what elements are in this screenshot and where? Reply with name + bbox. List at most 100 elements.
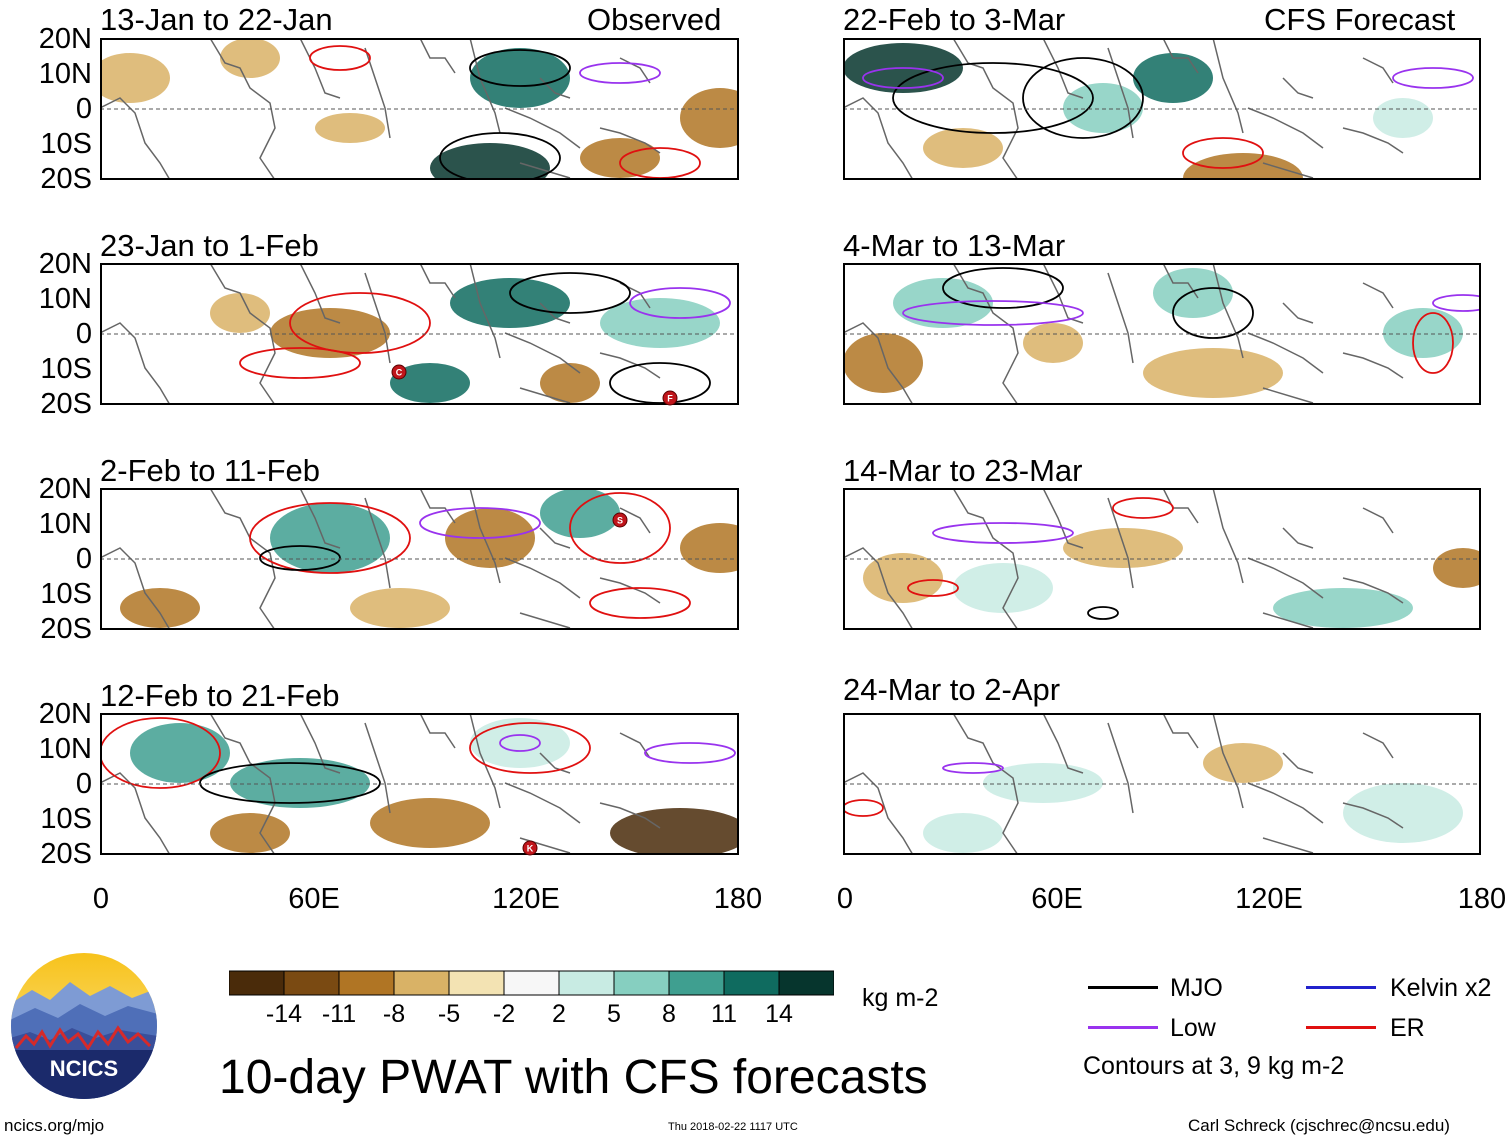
wave-contour xyxy=(579,62,661,84)
coastline-segment xyxy=(1212,713,1244,809)
wave-contour xyxy=(469,722,591,774)
pwat-map-panel xyxy=(843,263,1481,405)
coastline-segment xyxy=(1362,57,1394,84)
wave-contour xyxy=(419,507,541,539)
pwat-anomaly-area xyxy=(120,588,200,628)
coastline-segment xyxy=(843,322,914,405)
legend-label: Low xyxy=(1170,1014,1216,1042)
storm-letter: K xyxy=(527,844,534,854)
coastline-segment xyxy=(209,488,276,630)
wave-contour xyxy=(439,132,561,180)
coastline-segment xyxy=(1262,387,1314,404)
wave-contour xyxy=(239,347,361,379)
lat-label: 20N xyxy=(38,698,92,730)
colorbar-tick: 5 xyxy=(607,1000,621,1028)
colorbar-bin xyxy=(393,970,450,996)
contour-note: Contours at 3, 9 kg m-2 xyxy=(1083,1052,1345,1080)
wave-contour xyxy=(629,287,731,319)
coastline-segment xyxy=(469,713,501,809)
wave-contour xyxy=(644,742,736,764)
wave-contours xyxy=(100,717,736,804)
coastline xyxy=(100,38,661,180)
colorbar-tick: -14 xyxy=(265,1000,303,1028)
colorbar-bin xyxy=(283,970,340,996)
colorbar-units: kg m-2 xyxy=(862,984,939,1012)
wave-contour xyxy=(569,492,671,564)
wave-contour xyxy=(1392,67,1474,89)
coastline-segment xyxy=(1247,107,1324,149)
wave-contour xyxy=(1087,606,1119,620)
coastline-segment xyxy=(619,57,651,84)
storm-marker: S xyxy=(612,512,628,533)
coastline-segment xyxy=(1162,713,1199,749)
wave-contour xyxy=(309,45,371,71)
panel-title: 22-Feb to 3-Mar xyxy=(843,2,1066,37)
wave-contour xyxy=(907,579,959,597)
pwat-anomaly-area xyxy=(1133,53,1213,103)
pwat-shading xyxy=(130,718,739,855)
pwat-anomaly-area xyxy=(600,298,720,348)
wave-contour xyxy=(259,545,341,571)
pwat-map-panel xyxy=(843,713,1481,855)
colorbar-bin xyxy=(338,970,395,996)
colorbar-bin xyxy=(558,970,615,996)
colorbar-tick: -11 xyxy=(321,1000,357,1028)
figure-title: 10-day PWAT with CFS forecasts xyxy=(219,1051,928,1104)
lon-label: 0 xyxy=(92,883,110,915)
timestamp: Thu 2018-02-22 1117 UTC xyxy=(668,1121,798,1133)
lat-label: 0 xyxy=(75,93,92,125)
coastline-segment xyxy=(843,772,914,855)
colorbar-bin xyxy=(723,970,780,996)
coastline-segment xyxy=(1162,488,1199,524)
wave-contour xyxy=(1182,137,1264,169)
wave-contour xyxy=(1022,57,1144,139)
pwat-anomaly-area xyxy=(1023,323,1083,363)
lon-label: 180 xyxy=(1457,883,1507,915)
logo-text: NCICS xyxy=(50,1056,118,1081)
storm-marker: C xyxy=(391,364,407,385)
panel-title: 23-Jan to 1-Feb xyxy=(100,228,319,263)
lon-label: 60E xyxy=(288,883,340,915)
coastline-segment xyxy=(1342,352,1404,379)
colorbar-bin xyxy=(613,970,670,996)
pwat-anomaly-area xyxy=(580,138,660,178)
coastline-segment xyxy=(843,97,914,180)
pwat-map-panel xyxy=(100,263,739,405)
website-link[interactable]: ncics.org/mjo xyxy=(4,1116,105,1135)
coastline-segment xyxy=(1262,162,1314,179)
pwat-anomaly-area xyxy=(610,808,739,855)
storm-marker: F xyxy=(662,390,678,411)
colorbar-tick: 2 xyxy=(552,1000,566,1028)
coastline-segment xyxy=(1247,782,1324,824)
coastline-segment xyxy=(1042,263,1084,324)
pwat-anomaly-area xyxy=(680,88,739,148)
coastline-segment xyxy=(364,722,391,814)
pwat-anomaly-area xyxy=(210,293,270,333)
colorbar-bin xyxy=(503,970,560,996)
pwat-anomaly-area xyxy=(540,363,600,403)
coastline-segment xyxy=(504,782,581,824)
author-credit: Carl Schreck (cjschrec@ncsu.edu) xyxy=(1188,1116,1450,1135)
pwat-anomaly-area xyxy=(230,758,370,808)
legend-swatch-low xyxy=(1088,1026,1158,1029)
coastline-segment xyxy=(619,732,651,759)
coastline xyxy=(843,488,1404,630)
pwat-anomaly-area xyxy=(923,813,1003,853)
lat-label: 10S xyxy=(40,803,92,835)
coastline-segment xyxy=(1342,127,1404,154)
wave-contour xyxy=(1172,287,1254,339)
storm-letter: F xyxy=(667,394,673,404)
pwat-anomaly-area xyxy=(1063,83,1143,133)
coastline-segment xyxy=(100,322,171,405)
wave-contour xyxy=(902,300,1084,326)
ncics-logo: NCICS xyxy=(10,952,158,1105)
coastline-segment xyxy=(1282,752,1314,774)
wave-contour xyxy=(1432,294,1481,312)
coastline-segment xyxy=(1262,612,1314,629)
wave-contour xyxy=(942,267,1064,309)
pwat-anomaly-area xyxy=(863,553,943,603)
pwat-anomaly-area xyxy=(923,128,1003,168)
coastline-segment xyxy=(1042,713,1084,774)
pwat-anomaly-area xyxy=(130,723,230,783)
pwat-map-panel xyxy=(100,488,739,630)
